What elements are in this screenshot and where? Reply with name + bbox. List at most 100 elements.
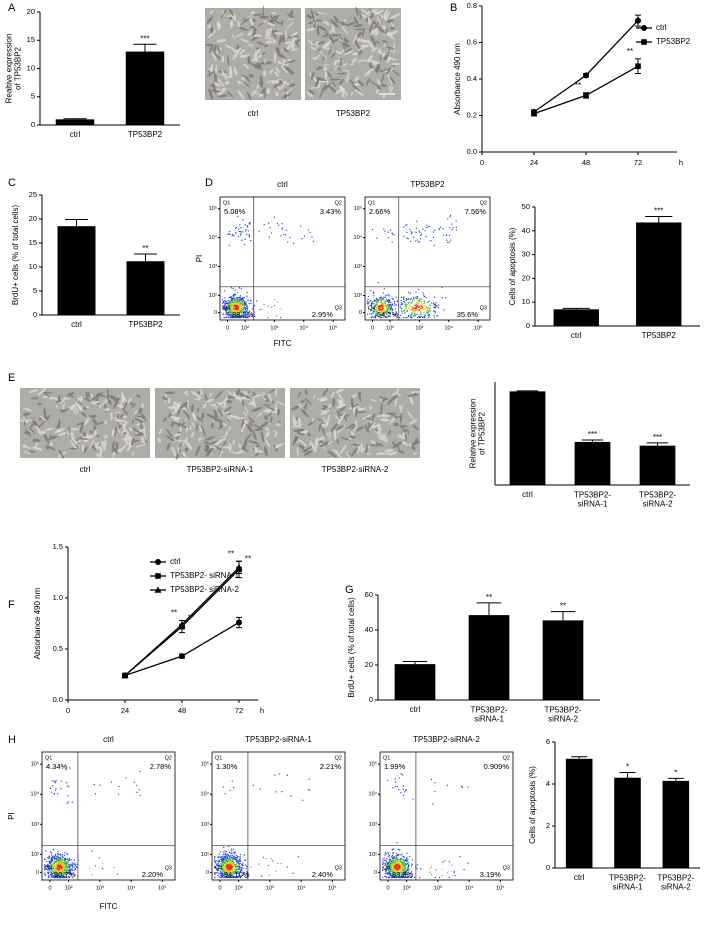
x-tick-label: 10⁵ — [158, 884, 166, 891]
event-dot — [261, 308, 264, 311]
event-dot — [242, 864, 244, 867]
cell — [355, 426, 365, 432]
event-dot — [389, 301, 391, 303]
event-dot — [242, 308, 245, 310]
event-dot — [371, 313, 373, 315]
event-dot — [259, 308, 261, 311]
event-dot — [69, 864, 71, 867]
event-dot — [420, 303, 423, 305]
cell — [386, 66, 392, 75]
quadrant-percent: 35.6% — [457, 310, 479, 319]
cell — [163, 416, 167, 423]
cell — [36, 421, 45, 430]
cell — [356, 411, 368, 414]
event-dot — [68, 860, 70, 862]
event-dot — [300, 225, 302, 227]
plot-title: TP53BP2-siRNA-2 — [413, 735, 480, 744]
cell — [304, 398, 312, 405]
cell — [338, 78, 345, 86]
legend-label: TP53BP2 — [656, 37, 691, 46]
cell — [357, 407, 366, 411]
event-dot — [387, 294, 390, 296]
event-dot — [406, 316, 408, 319]
event-dot — [403, 226, 405, 228]
cell — [239, 48, 246, 56]
event-dot — [228, 863, 230, 865]
event-dot — [238, 309, 240, 311]
y-tick-label: 1.5 — [53, 542, 63, 551]
event-dot — [426, 301, 428, 303]
cell — [341, 25, 348, 35]
event-dot — [379, 297, 381, 299]
y-axis-label: Realtive expressionof TP53BP2 — [5, 34, 23, 104]
cell — [339, 412, 346, 421]
event-dot — [381, 303, 384, 305]
legend-label: ctrl — [656, 23, 667, 32]
event-dot — [74, 862, 76, 864]
event-dot — [54, 859, 56, 861]
cell — [375, 89, 379, 95]
event-dot — [383, 857, 385, 859]
event-dot — [278, 773, 280, 775]
event-dot — [308, 778, 310, 780]
event-dot — [394, 308, 397, 310]
event-dot — [381, 312, 383, 314]
event-dot — [224, 793, 226, 795]
event-dot — [386, 305, 388, 307]
cell — [93, 431, 97, 437]
event-dot — [389, 307, 392, 309]
cell — [55, 404, 59, 409]
cell — [364, 452, 372, 455]
cell — [173, 439, 185, 442]
event-dot — [406, 237, 408, 239]
bar — [542, 620, 584, 700]
cell — [123, 399, 128, 411]
event-dot — [228, 296, 231, 299]
x-tick-label: 48 — [582, 158, 590, 167]
event-dot — [72, 862, 74, 864]
event-dot — [391, 858, 394, 860]
event-dot — [227, 316, 229, 318]
y-tick-label: 0 — [369, 695, 373, 704]
event-dot — [66, 782, 68, 784]
x-tick-label: 10⁴ — [300, 324, 309, 331]
cell — [122, 407, 129, 416]
event-dot — [66, 862, 69, 865]
cell — [269, 14, 275, 26]
significance-label: ** — [228, 549, 234, 558]
marker — [635, 63, 641, 70]
event-dot — [261, 875, 263, 877]
cell — [242, 390, 249, 396]
event-dot — [388, 311, 391, 313]
event-dot — [273, 299, 276, 301]
event-dot — [234, 303, 237, 305]
event-dot — [377, 306, 379, 308]
cell — [368, 62, 373, 70]
x-tick-label: ctrl — [571, 331, 582, 340]
event-dot — [239, 295, 242, 297]
cell — [87, 391, 91, 398]
quadrant-name: Q1 — [223, 200, 230, 206]
cell — [132, 403, 136, 408]
event-dot — [230, 304, 232, 306]
event-dot — [433, 310, 435, 312]
event-dot — [403, 300, 405, 302]
cell — [220, 8, 227, 20]
cell — [397, 434, 406, 440]
quadrant-percent: 2.20% — [142, 870, 164, 879]
event-dot — [228, 231, 231, 233]
event-dot — [223, 313, 225, 315]
event-dot — [402, 788, 404, 790]
cell — [336, 409, 341, 420]
event-dot — [411, 307, 413, 309]
cell — [353, 425, 358, 432]
event-dot — [388, 305, 391, 308]
cell — [222, 446, 232, 449]
event-dot — [366, 300, 369, 302]
cell — [139, 421, 143, 430]
cell — [375, 442, 384, 447]
event-dot — [55, 788, 57, 790]
cell — [376, 25, 385, 33]
event-dot — [65, 861, 68, 863]
